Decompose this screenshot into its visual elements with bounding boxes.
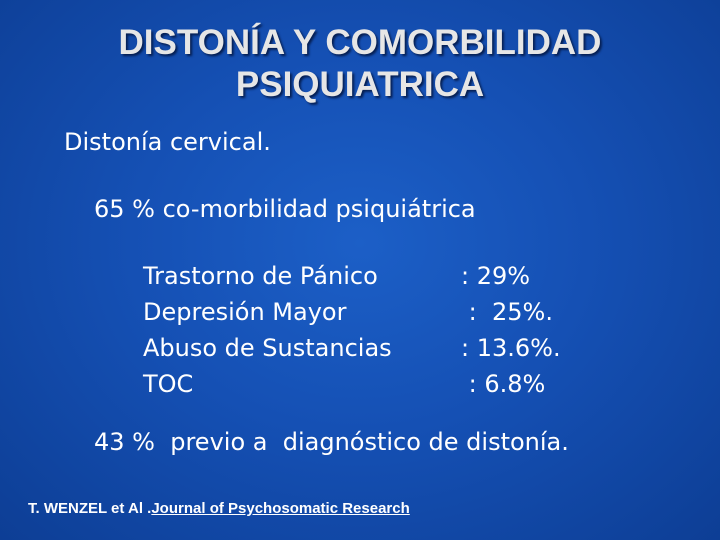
- disorder-value: : 25%.: [461, 298, 553, 326]
- slide-title-line-1: DISTONÍA Y COMORBILIDAD: [118, 23, 602, 62]
- disorder-name: Depresión Mayor: [143, 298, 347, 326]
- subtitle: Distonía cervical.: [64, 128, 271, 156]
- disorder-name: Abuso de Sustancias: [143, 334, 392, 362]
- disorder-value: : 13.6%.: [461, 334, 561, 362]
- disorder-name: Trastorno de Pánico: [143, 262, 378, 290]
- citation-authors: T. WENZEL et Al .: [28, 500, 152, 517]
- disorder-name: TOC: [143, 370, 194, 398]
- prior-diagnosis-line: 43 % previo a diagnóstico de distonía.: [94, 428, 569, 456]
- slide-title-line-2: PSIQUIATRICA: [235, 65, 485, 104]
- comorbidity-line: 65 % co-morbilidad psiquiátrica: [94, 195, 476, 223]
- disorder-value: : 6.8%: [461, 370, 546, 398]
- citation: T. WENZEL et Al .Journal of Psychosomati…: [28, 500, 410, 517]
- disorder-value: : 29%: [461, 262, 531, 290]
- citation-journal-link[interactable]: Journal of Psychosomatic Research: [151, 500, 410, 517]
- slide-title: DISTONÍA Y COMORBILIDAD PSIQUIATRICA: [0, 22, 720, 106]
